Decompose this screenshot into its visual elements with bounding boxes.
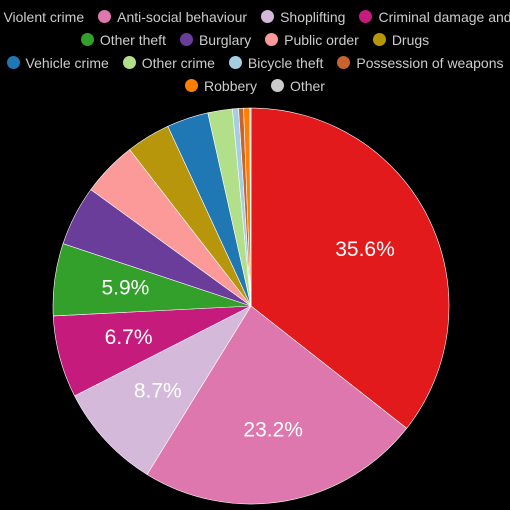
legend-row: Violent crime Anti-social behaviour Shopli…: [0, 5, 510, 28]
legend-row: Vehicle crime Other crime Bicycle theft Pos…: [0, 51, 510, 74]
legend-swatch-icon: [98, 10, 112, 23]
legend-item[interactable]: Possession of weapons: [337, 55, 503, 71]
legend-item[interactable]: Bicycle theft: [228, 54, 324, 71]
legend-label: Robbery: [204, 77, 257, 94]
legend-label: Criminal damage and…: [378, 8, 510, 25]
legend-item[interactable]: Other theft: [80, 31, 166, 48]
pie-slices: [52, 107, 450, 505]
legend-item[interactable]: Other: [270, 77, 325, 94]
legend-swatch-icon: [372, 33, 386, 46]
legend-label: Drugs: [391, 31, 430, 48]
legend-item[interactable]: Other crime: [122, 54, 215, 71]
legend-label: Other crime: [141, 54, 215, 71]
legend-item[interactable]: Anti-social behaviour: [98, 9, 247, 25]
legend-item[interactable]: Drugs: [372, 31, 430, 48]
chart-legend: Violent crime Anti-social behaviour Shopli…: [0, 0, 510, 97]
legend-swatch-icon: [6, 56, 20, 69]
pie-slice[interactable]: [74, 305, 252, 475]
legend-label: Possession of weapons: [356, 54, 504, 71]
legend-row: Robbery Other: [0, 74, 510, 97]
pie-slice[interactable]: [249, 107, 252, 307]
legend-swatch-icon: [228, 56, 242, 69]
slice-percent-label: 6.7%: [105, 326, 153, 349]
legend-swatch-icon: [122, 56, 136, 69]
legend-item[interactable]: Shoplifting: [261, 9, 345, 25]
legend-swatch-icon: [185, 79, 199, 92]
pie-slice[interactable]: [146, 305, 408, 505]
slice-percent-label: 35.6%: [335, 238, 395, 261]
legend-item[interactable]: Vehicle crime: [6, 54, 109, 71]
legend-item[interactable]: Violent crime: [0, 9, 84, 25]
slice-percent-label: 23.2%: [243, 418, 303, 441]
legend-swatch-icon: [80, 33, 94, 46]
legend-label: Burglary: [198, 31, 252, 48]
pie-slice[interactable]: [250, 107, 450, 429]
legend-label: Other theft: [99, 31, 166, 48]
legend-swatch-icon: [179, 33, 193, 46]
legend-label: Public order: [284, 31, 359, 48]
legend-swatch-icon: [270, 79, 284, 92]
legend-swatch-icon: [265, 33, 279, 46]
legend-item[interactable]: Criminal damage and…: [359, 9, 510, 25]
legend-label: Violent crime: [3, 8, 85, 25]
legend-swatch-icon: [261, 10, 275, 23]
slice-percent-label: 5.9%: [101, 276, 149, 299]
legend-label: Other: [289, 77, 325, 94]
pie-labels: 35.6% 23.2% 8.7% 6.7% 5.9%: [101, 238, 394, 441]
legend-item[interactable]: Robbery: [185, 78, 257, 94]
legend-label: Anti-social behaviour: [117, 8, 248, 25]
legend-item[interactable]: Burglary: [179, 31, 252, 48]
slice-percent-label: 8.7%: [134, 379, 182, 402]
legend-swatch-icon: [337, 56, 351, 69]
legend-swatch-icon: [359, 10, 373, 23]
legend-label: Shoplifting: [280, 8, 346, 25]
legend-label: Vehicle crime: [25, 54, 109, 71]
legend-row: Other theft Burglary Public order Drugs: [0, 28, 510, 51]
legend-label: Bicycle theft: [247, 54, 324, 71]
legend-item[interactable]: Public order: [265, 32, 359, 48]
